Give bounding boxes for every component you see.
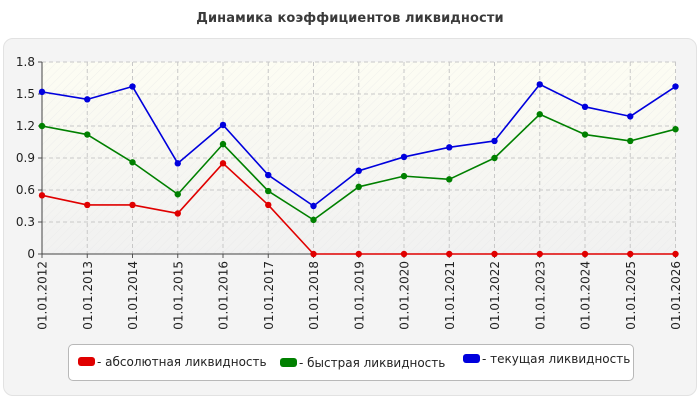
legend-swatch-absolute	[78, 357, 95, 366]
series-0-point	[627, 250, 634, 258]
series-2-point	[219, 121, 227, 129]
x-tick-label: 01.01.2026	[669, 261, 683, 330]
series-0-point	[219, 160, 227, 167]
series-1-point	[174, 191, 181, 198]
series-1-point	[129, 159, 136, 166]
y-tick-label: 0.6	[16, 183, 35, 197]
series-1-point	[84, 131, 91, 138]
legend-item-current: - текущая ликвидность	[463, 352, 630, 366]
series-0-point	[310, 250, 317, 258]
series-1-point	[265, 187, 272, 195]
x-tick-label: 01.01.2023	[533, 261, 547, 330]
series-1-point	[446, 176, 453, 183]
x-tick-label: 01.01.2014	[126, 261, 140, 330]
x-tick-label: 01.01.2015	[171, 261, 185, 330]
x-tick-label: 01.01.2019	[352, 261, 366, 330]
series-1-point	[355, 183, 362, 190]
series-2-point	[627, 113, 634, 120]
series-2-point	[310, 202, 317, 210]
series-2-point	[84, 96, 91, 103]
legend-swatch-quick	[280, 358, 297, 367]
series-2-point	[265, 171, 272, 179]
series-2-point	[672, 83, 679, 90]
series-0-point	[129, 201, 136, 209]
series-1-point	[400, 172, 408, 180]
series-1-point	[310, 216, 317, 224]
series-1-point	[672, 126, 679, 133]
x-tick-label: 01.01.2016	[217, 261, 231, 330]
y-tick-label: 1.5	[16, 87, 35, 101]
chart-title: Динамика коэффициентов ликвидности	[196, 11, 504, 26]
series-1-point	[536, 111, 543, 118]
y-tick-label: 0	[27, 247, 35, 261]
series-2-point	[38, 88, 46, 96]
series-1-point	[627, 137, 634, 145]
y-tick-label: 1.2	[16, 119, 35, 133]
series-0-point	[355, 250, 362, 258]
x-tick-label: 01.01.2017	[262, 261, 276, 330]
x-tick-label: 01.01.2025	[624, 261, 638, 330]
series-0-point	[38, 192, 46, 199]
series-0-point	[84, 201, 91, 209]
series-1-point	[581, 131, 589, 138]
series-0-point	[265, 201, 272, 209]
y-tick-labels: 0 0.3 0.6 0.9 1.2 1.5 1.8	[16, 55, 35, 261]
x-tick-label: 01.01.2024	[579, 261, 593, 330]
x-tick-label: 01.01.2012	[36, 261, 50, 330]
series-2-point	[536, 81, 543, 88]
series-0-point	[581, 250, 589, 258]
series-2-point	[446, 144, 453, 151]
x-tick-label: 01.01.2018	[307, 261, 321, 330]
series-0-point	[446, 250, 453, 258]
legend: - абсолютная ликвидность - быстрая ликви…	[68, 344, 634, 381]
series-0-point	[672, 250, 679, 258]
y-tick-label: 1.8	[16, 55, 35, 69]
series-2-point	[174, 160, 181, 167]
x-tick-labels: 01.01.2012 01.01.2013 01.01.2014 01.01.2015…	[36, 261, 684, 330]
series-2-point	[400, 153, 408, 161]
series-0-point	[174, 210, 181, 217]
legend-item-absolute: - абсолютная ликвидность	[78, 355, 267, 369]
series-0-point	[400, 250, 408, 258]
legend-swatch-current	[463, 354, 480, 363]
legend-item-quick: - быстрая ликвидность	[280, 356, 445, 370]
legend-label-quick: - быстрая ликвидность	[299, 356, 446, 370]
series-2-point	[491, 137, 498, 145]
legend-label-current: - текущая ликвидность	[482, 352, 631, 366]
y-tick-label: 0.9	[16, 151, 35, 165]
series-lines	[38, 81, 679, 258]
series-2-point	[129, 83, 136, 90]
series-1-point	[491, 154, 498, 162]
series-1-point	[219, 140, 227, 148]
x-tick-label: 01.01.2021	[443, 261, 457, 330]
x-tick-label: 01.01.2020	[398, 261, 412, 330]
series-0-point	[536, 250, 543, 258]
x-tick-label: 01.01.2022	[488, 261, 502, 330]
series-2-point	[581, 103, 589, 111]
grid-lines	[42, 61, 676, 254]
y-tick-label: 0.3	[16, 215, 35, 229]
series-2-point	[355, 167, 362, 174]
legend-label-absolute: - абсолютная ликвидность	[97, 355, 267, 369]
series-1-point	[38, 122, 46, 130]
x-tick-label: 01.01.2013	[81, 261, 95, 330]
series-0-point	[491, 250, 498, 258]
